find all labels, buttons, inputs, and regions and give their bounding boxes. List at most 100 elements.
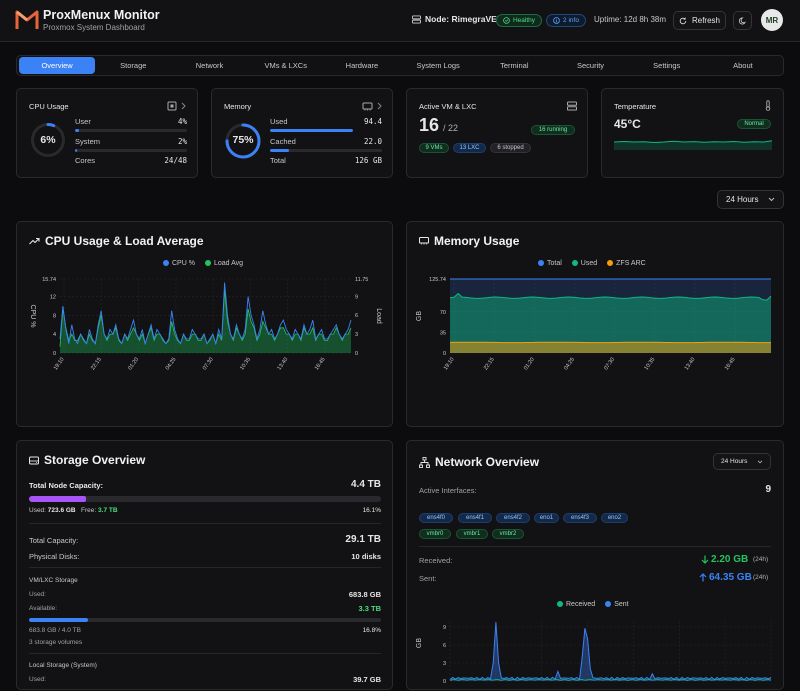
temperature-sparkline [614,140,772,150]
bridge-chip[interactable]: vmbr1 [456,529,488,539]
y-tick-label: 15.74 [42,277,56,283]
total-capacity-label: Total Capacity: [29,536,79,545]
avatar[interactable]: MR [761,9,783,31]
refresh-button[interactable]: Refresh [673,11,726,30]
tab-vms-lxcs[interactable]: VMs & LXCs [264,61,307,70]
tab-about[interactable]: About [733,61,753,70]
received-period: (24h) [753,556,769,563]
tab-terminal[interactable]: Terminal [500,61,529,70]
y-tick-label: 9 [443,625,446,631]
running-badge: 16 running [531,125,575,135]
x-tick-label: 04:25 [563,357,576,372]
active-vm-lxc-card[interactable]: Active VM & LXC 16 / 22 16 running 9 VMs… [406,88,588,178]
x-tick-label: 01:20 [127,357,140,372]
vm-active-count: 16 [419,115,440,135]
cpu-user-value: 4% [177,117,187,126]
cpu-usage-card[interactable]: CPU Usage 6% User 4% System 2% Cores 24/… [16,88,198,178]
legend-cpu[interactable]: CPU % [163,260,195,267]
tab-network[interactable]: Network [195,61,224,70]
main-tabs: Overview Storage Network VMs & LXCs Hard… [16,55,784,76]
proxmenux-logo [15,10,39,29]
y-axis-label: CPU % [29,305,36,328]
legend-total[interactable]: Total [538,260,562,267]
chevron-down-icon [768,197,775,202]
interface-chip[interactable]: ens4f2 [496,513,530,523]
node-used-percent: 16.1% [362,507,381,514]
y2-tick-label: 0 [355,351,358,357]
node-capacity-label: Total Node Capacity: [29,481,104,490]
node-label: Node: RimegraVE [425,14,497,24]
x-tick-label: 16:45 [724,357,737,372]
vmlxc-available-label: Available: [29,605,58,612]
received-total: 2.20 GB [701,554,748,565]
x-tick-label: 19:10 [443,357,456,372]
time-range-select[interactable]: 24 Hours [717,190,784,209]
y2-tick-label: 6 [355,313,358,319]
x-tick-label: 19:10 [53,357,66,372]
y-tick-label: 0 [443,679,446,685]
network-icon [419,456,430,468]
physical-disks-label: Physical Disks: [29,552,80,561]
sent-period: (24h) [753,574,769,581]
bridge-chip[interactable]: vmbr2 [492,529,524,539]
memory-cached-label: Cached [270,137,296,146]
server-icon [567,101,577,111]
cpu-cores-label: Cores [75,156,96,165]
temperature-value: 45°C [614,117,641,131]
interface-chip[interactable]: eno1 [534,513,559,523]
sent-label: Sent: [419,574,437,583]
temperature-card[interactable]: Temperature 45°C Normal [601,88,784,178]
vmlxc-storage-title: VM/LXC Storage [29,577,78,584]
cpu-chart-legend: CPU % Load Avg [163,260,243,267]
x-tick-label: 16:45 [314,357,327,372]
tab-system-logs[interactable]: System Logs [416,61,460,70]
memory-cached-bar [270,149,382,152]
vmlxc-used-label: Used: [29,591,46,598]
x-tick-label: 22:15 [90,357,103,372]
y-tick-label: 12 [50,295,56,301]
legend-used[interactable]: Used [571,260,597,267]
node-capacity-value: 4.4 TB [350,479,381,490]
theme-toggle-button[interactable] [733,11,752,30]
temp-status-badge: Normal [737,119,771,129]
local-used-value: 39.7 GB [353,675,381,684]
memory-card[interactable]: Memory 75% Used 94.4 Cached 22.0 Total 1… [211,88,393,178]
vmlxc-usage-bar [29,618,381,622]
trending-up-icon [29,237,40,245]
node-capacity-bar [29,496,381,502]
y-axis-label: GB [416,311,423,321]
info-icon [553,17,560,24]
tab-settings[interactable]: Settings [653,61,681,70]
interface-chip[interactable]: ens4f3 [563,513,597,523]
cpu-load-chart-card: CPU Usage & Load Average CPU % Load Avg … [16,221,393,427]
tab-storage[interactable]: Storage [120,61,147,70]
cpu-load-chart: 0 4 8 12 15.74 0 3 6 9 11.75 19:10 22:15 01:20 04:25 0… [29,277,382,372]
interface-chip[interactable]: ens4f0 [419,513,453,523]
interface-chip[interactable]: eno2 [601,513,628,523]
arrow-up-icon [699,573,707,582]
legend-zfs-arc[interactable]: ZFS ARC [607,260,646,267]
thermometer-icon [765,100,771,111]
interface-chip[interactable]: ens4f1 [458,513,492,523]
app-title: ProxMenux Monitor [43,8,160,22]
moon-icon [738,17,746,24]
tab-hardware[interactable]: Hardware [345,61,379,70]
cpu-user-label: User [75,117,91,126]
info-badge[interactable]: 2 info [546,14,586,27]
network-range-select[interactable]: 24 Hours [713,453,771,470]
node-indicator: Node: RimegraVE [412,14,497,24]
memory-used-value: 94.4 [363,117,382,126]
cpu-user-bar [75,129,187,132]
tab-security[interactable]: Security [576,61,605,70]
legend-sent[interactable]: Sent [605,601,629,608]
memory-ring-gauge [225,123,261,159]
legend-received[interactable]: Received [557,601,595,608]
check-circle-icon [503,17,510,24]
network-chart-legend: Received Sent [557,601,629,608]
network-traffic-chart: 0 3 6 9 GB [416,621,772,685]
bridge-chip[interactable]: vmbr0 [419,529,451,539]
tab-overview[interactable]: Overview [19,57,96,74]
hard-drive-icon [29,456,39,464]
legend-load[interactable]: Load Avg [204,260,243,267]
healthy-badge[interactable]: Healthy [496,14,542,27]
